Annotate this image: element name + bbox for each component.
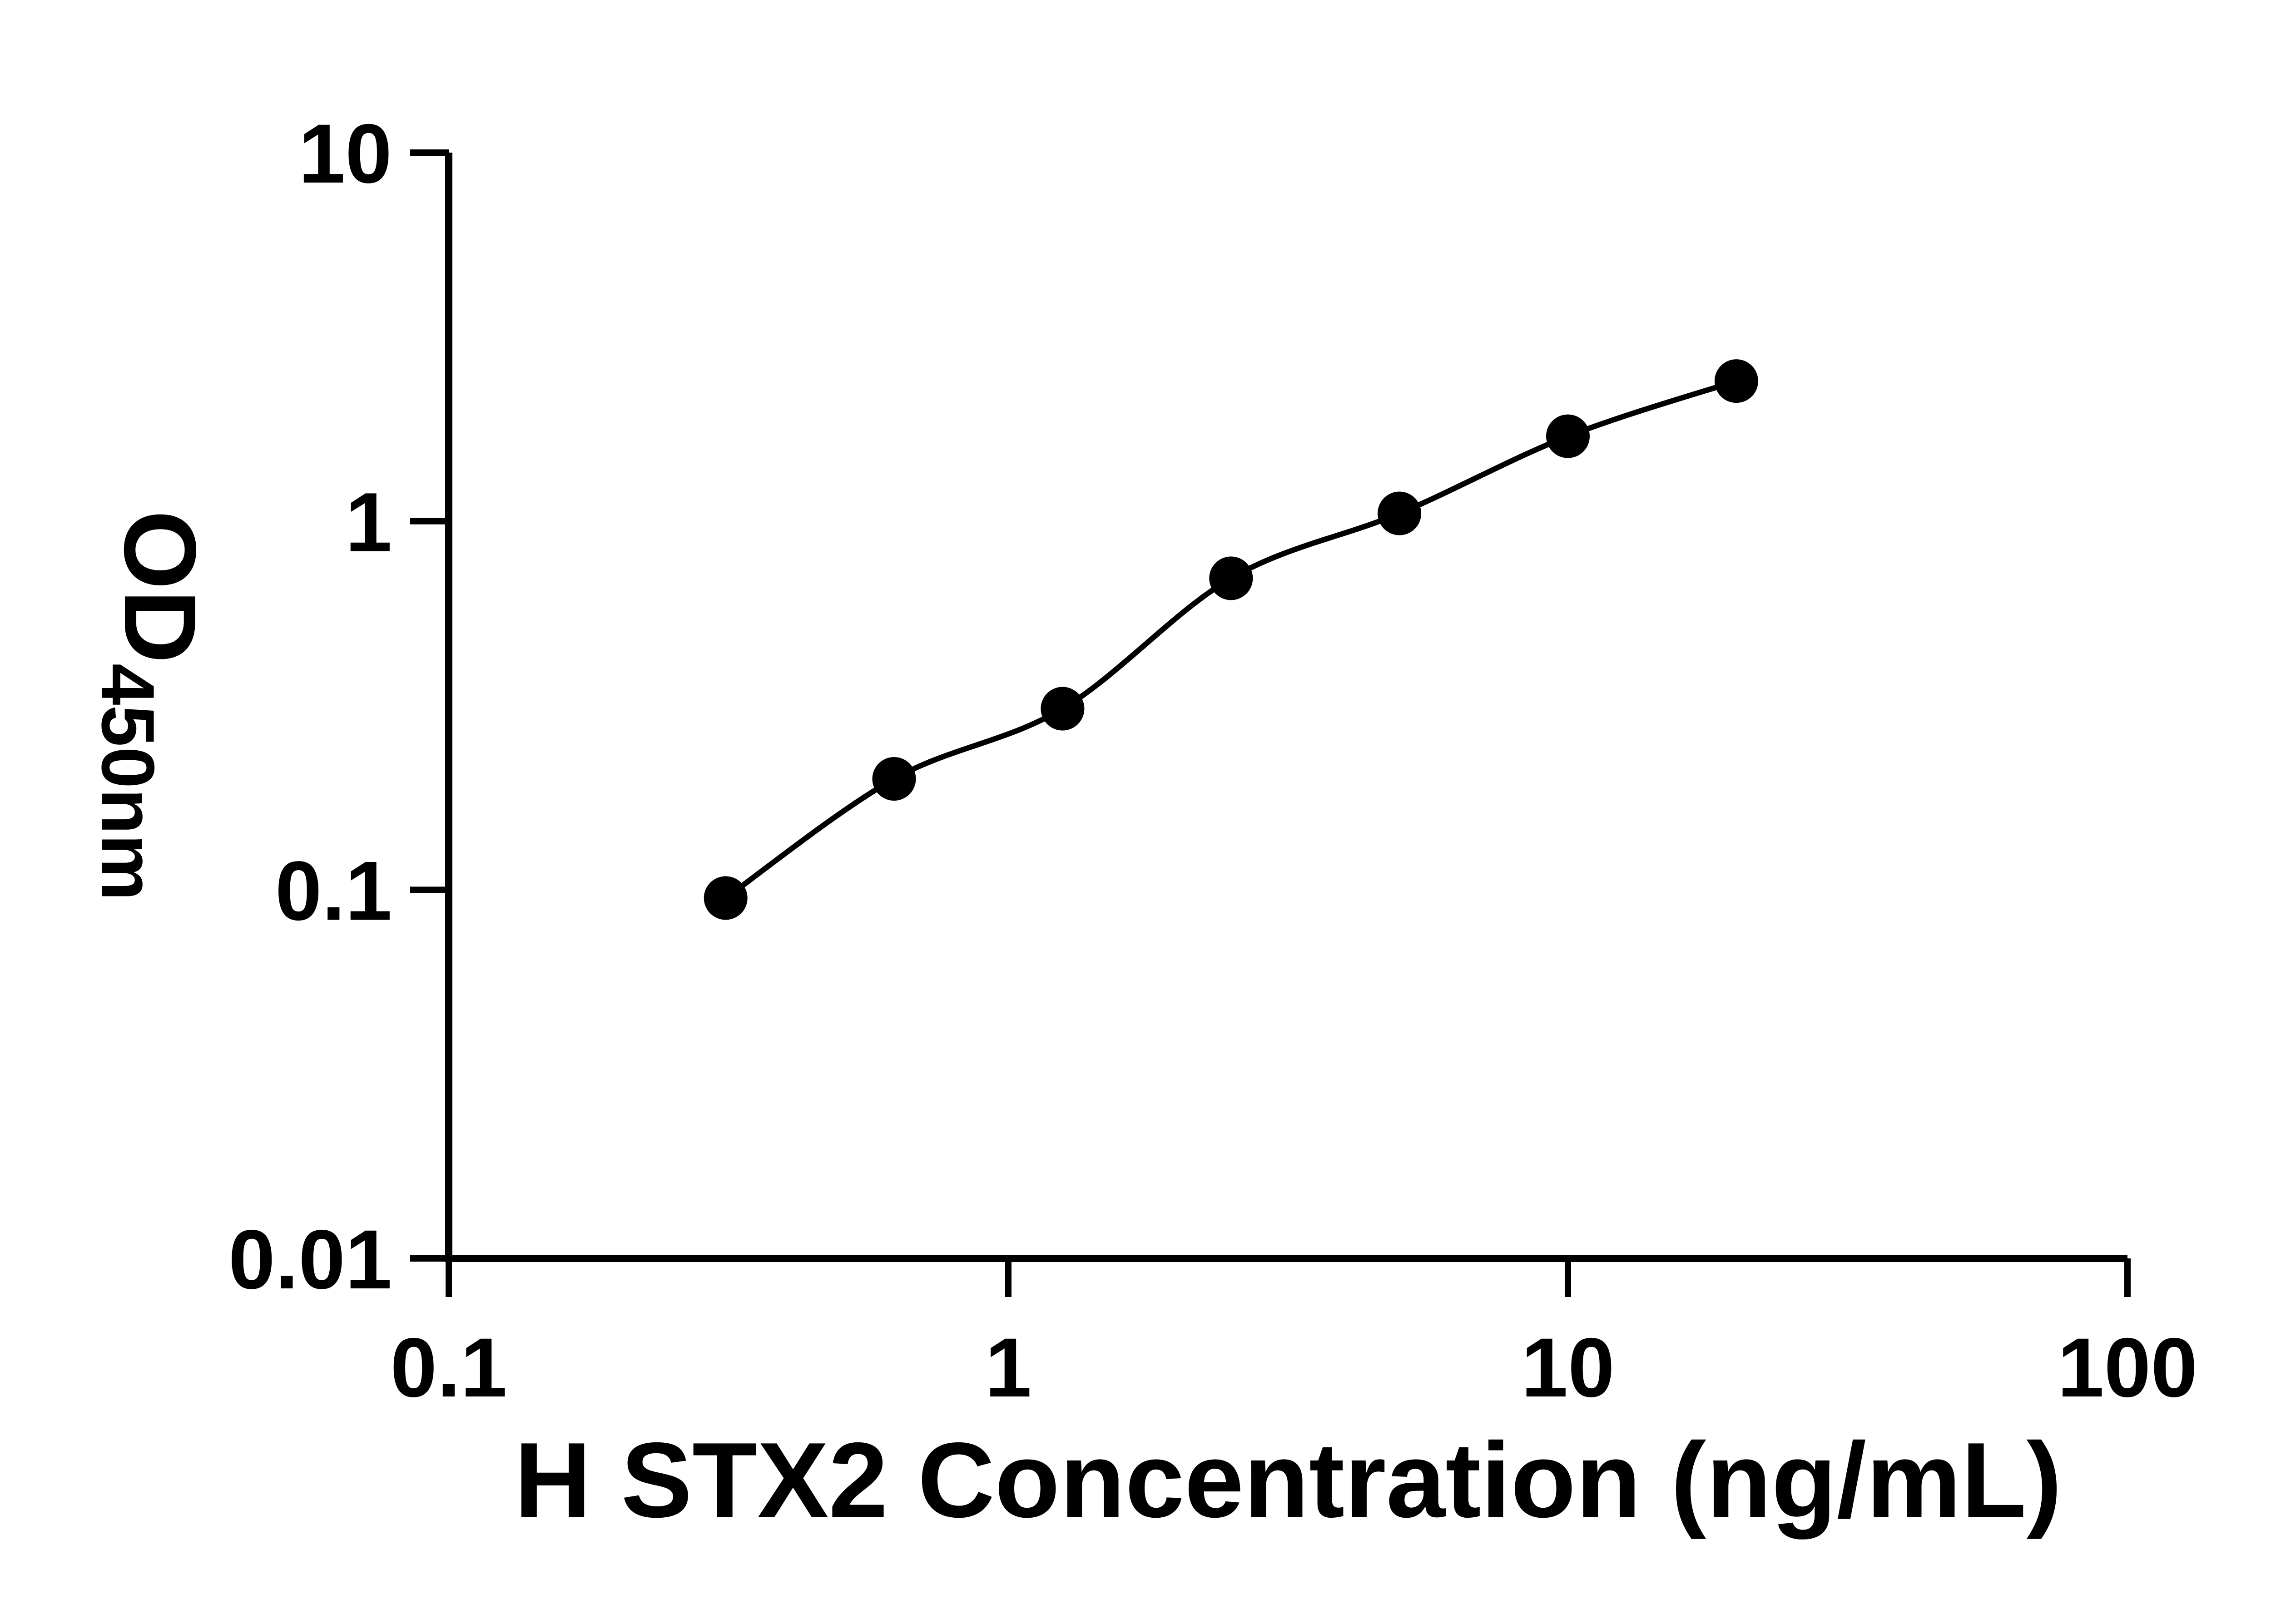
data-point xyxy=(1546,414,1590,458)
y-tick-label: 0.1 xyxy=(275,844,392,938)
y-tick-label: 10 xyxy=(298,107,392,201)
data-point xyxy=(704,876,748,920)
data-point xyxy=(1378,491,1422,535)
x-tick-label: 1 xyxy=(985,1321,1032,1415)
x-axis-title: H STX2 Concentration (ng/mL) xyxy=(514,1420,2062,1540)
y-tick-label: 0.01 xyxy=(228,1213,392,1307)
data-point xyxy=(1041,687,1085,731)
x-tick-label: 100 xyxy=(2058,1321,2198,1415)
y-tick-label: 1 xyxy=(345,476,392,569)
data-point xyxy=(1714,359,1758,403)
x-tick-label: 10 xyxy=(1521,1321,1615,1415)
y-axis-title: OD450nm xyxy=(86,510,218,901)
data-point xyxy=(1209,556,1253,600)
x-tick-label: 0.1 xyxy=(390,1321,507,1415)
y-axis-title-subscript: 450nm xyxy=(86,663,170,901)
y-axis-title-main: OD xyxy=(103,510,218,663)
data-point xyxy=(872,757,916,801)
